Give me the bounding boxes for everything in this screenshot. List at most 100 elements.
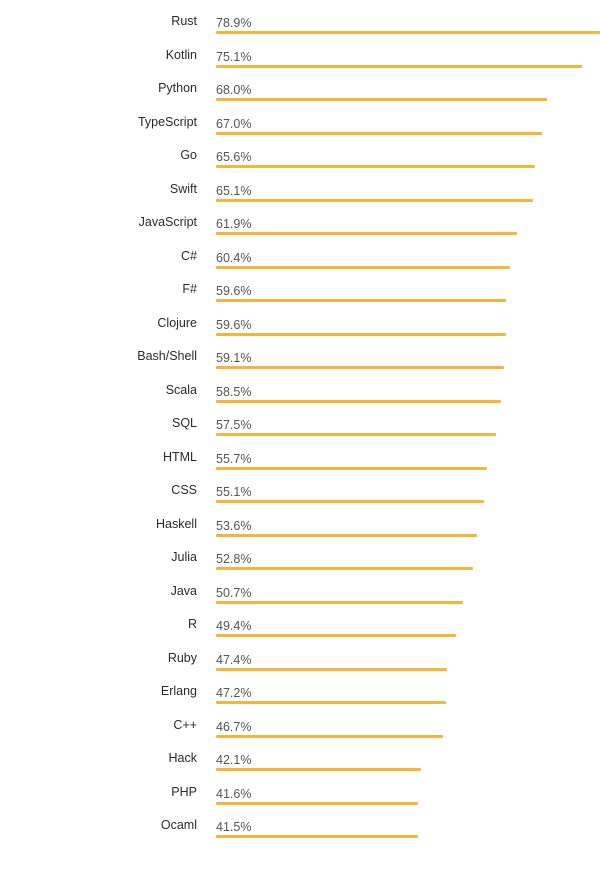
bar	[216, 299, 507, 302]
category-label: Clojure	[157, 315, 197, 330]
bar	[216, 835, 418, 838]
category-label: Go	[180, 148, 197, 162]
bar	[216, 31, 600, 34]
bar	[216, 500, 485, 503]
category-label: C#	[181, 248, 197, 263]
chart-row: Python 68.0%	[0, 67, 600, 101]
bar	[216, 567, 473, 570]
value-label: 78.9%	[216, 16, 252, 30]
value-label: 60.4%	[216, 250, 252, 265]
bar	[216, 734, 444, 738]
value-label: 42.1%	[216, 753, 252, 767]
category-label: R	[187, 617, 197, 631]
value-label: 61.9%	[216, 217, 252, 231]
bar	[216, 366, 504, 369]
value-label: 46.7%	[216, 719, 252, 734]
value-label: 55.1%	[216, 485, 252, 499]
category-label: TypeScript	[137, 114, 197, 129]
chart-row: C# 60.4%	[0, 235, 600, 269]
chart-row: Julia 52.8%	[0, 536, 600, 570]
value-label: 50.7%	[216, 585, 252, 600]
bar	[216, 131, 543, 135]
chart-row: Ruby 47.4%	[0, 637, 600, 671]
value-label: 65.6%	[216, 150, 252, 164]
value-label: 41.6%	[216, 786, 252, 801]
chart-row: Erlang 47.2%	[0, 670, 600, 704]
bar	[216, 801, 419, 805]
bar	[216, 98, 547, 101]
value-label: 47.2%	[216, 686, 252, 700]
value-label: 67.0%	[216, 116, 252, 131]
category-label: Erlang	[160, 684, 197, 698]
category-label: Bash/Shell	[137, 349, 197, 363]
category-label: JavaScript	[138, 215, 197, 229]
category-label: Julia	[171, 550, 197, 564]
category-label: Kotlin	[165, 47, 197, 62]
bar	[216, 634, 457, 637]
bar	[216, 768, 421, 771]
chart-row: JavaScript 61.9%	[0, 201, 600, 235]
chart-row: HTML 55.7%	[0, 436, 600, 470]
chart-row: Kotlin 75.1%	[0, 34, 600, 68]
chart-row: TypeScript 67.0%	[0, 101, 600, 135]
category-label: Swift	[169, 181, 197, 196]
category-label: Python	[158, 81, 197, 95]
value-label: 58.5%	[216, 384, 252, 399]
bar	[216, 466, 488, 470]
chart-row: Go 65.6%	[0, 134, 600, 168]
bar	[216, 64, 582, 68]
chart-row: R 49.4%	[0, 603, 600, 637]
bar	[216, 198, 533, 202]
bar	[216, 667, 447, 671]
value-label: 68.0%	[216, 83, 252, 97]
category-label: HTML	[162, 449, 197, 464]
category-label: F#	[182, 282, 197, 296]
category-label: Ruby	[167, 650, 197, 665]
chart-row: C++ 46.7%	[0, 704, 600, 738]
value-label: 57.5%	[216, 418, 252, 432]
chart-row: Hack 42.1%	[0, 737, 600, 771]
value-label: 75.1%	[216, 49, 252, 64]
bar	[216, 701, 446, 704]
category-label: CSS	[171, 483, 197, 497]
chart-row: Bash/Shell 59.1%	[0, 335, 600, 369]
value-label: 59.6%	[216, 284, 252, 298]
category-label: PHP	[171, 784, 197, 799]
value-label: 65.1%	[216, 183, 252, 198]
bar	[216, 600, 463, 604]
bar	[216, 232, 518, 235]
category-label: Hack	[168, 751, 197, 765]
chart-row: Rust 78.9%	[0, 0, 600, 34]
chart-row: CSS 55.1%	[0, 469, 600, 503]
category-label: SQL	[171, 416, 197, 430]
chart-row: Scala 58.5%	[0, 369, 600, 403]
bar	[216, 165, 536, 168]
value-label: 49.4%	[216, 619, 252, 633]
chart-row: Clojure 59.6%	[0, 302, 600, 336]
value-label: 55.7%	[216, 451, 252, 466]
value-label: 53.6%	[216, 518, 252, 533]
chart-row: Ocaml 41.5%	[0, 804, 600, 838]
chart-row: SQL 57.5%	[0, 402, 600, 436]
chart-row: Java 50.7%	[0, 570, 600, 604]
bar	[216, 533, 477, 537]
chart-row: F# 59.6%	[0, 268, 600, 302]
category-label: Rust	[171, 14, 197, 28]
category-label: Scala	[165, 382, 197, 397]
chart-row: PHP 41.6%	[0, 771, 600, 805]
bar	[216, 399, 501, 403]
category-label: Java	[170, 583, 197, 598]
bar	[216, 433, 496, 436]
category-label: Ocaml	[160, 818, 197, 832]
value-label: 52.8%	[216, 552, 252, 566]
value-label: 59.1%	[216, 351, 252, 365]
category-label: C++	[173, 717, 197, 732]
value-label: 47.4%	[216, 652, 252, 667]
chart-row: Swift 65.1%	[0, 168, 600, 202]
value-label: 41.5%	[216, 820, 252, 834]
bar	[216, 332, 507, 336]
value-label: 59.6%	[216, 317, 252, 332]
chart-row: Haskell 53.6%	[0, 503, 600, 537]
category-label: Haskell	[156, 516, 197, 531]
